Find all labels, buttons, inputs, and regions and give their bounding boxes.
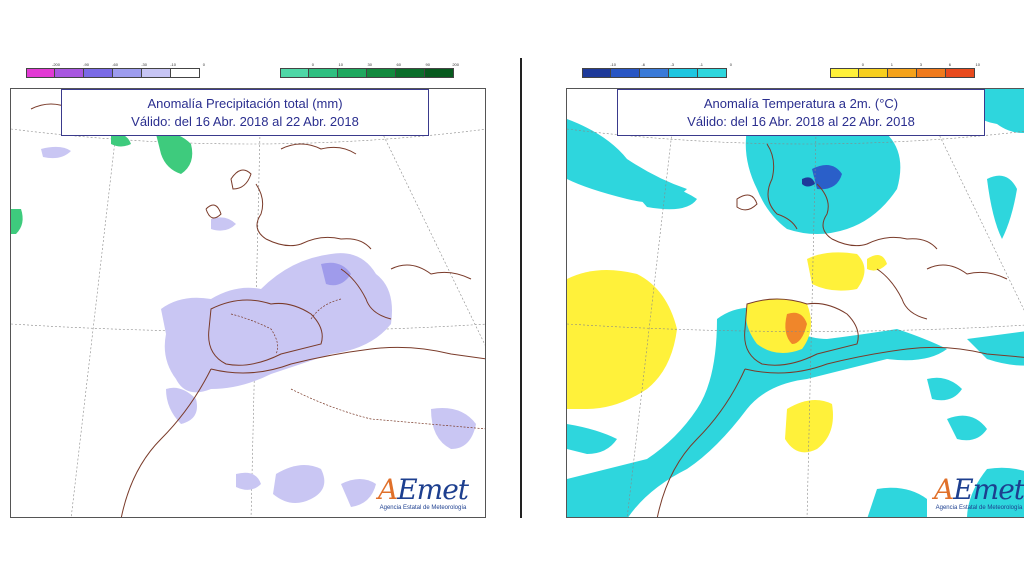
precip-legend-tick-label: 0 [311, 62, 314, 67]
temp-legend-tick-label: 0 [861, 62, 864, 67]
temperature-legend-negative: -10 -6 -3 -1 0 [582, 62, 732, 78]
precipitation-map-panel: -200 -90 -60 -30 -10 0 0 10 30 60 90 200 [10, 60, 486, 518]
precip-legend-swatch: 60 [367, 62, 401, 78]
temp-legend-swatch: 0 [698, 62, 732, 78]
temp-legend-tick-label: -3 [670, 62, 674, 67]
temp-legend-tick-label: -6 [641, 62, 645, 67]
temp-legend-tick-label: 0 [729, 62, 732, 67]
panel-divider [520, 58, 522, 518]
precip-legend-tick-label: -10 [170, 62, 176, 67]
temp-legend-swatch: -10 [582, 62, 616, 78]
temperature-map: Anomalía Temperatura a 2m. (°C) Válido: … [566, 88, 1024, 518]
precipitation-title-line2: Válido: del 16 Abr. 2018 al 22 Abr. 2018 [131, 114, 359, 129]
temperature-map-panel: -10 -6 -3 -1 0 0 1 3 6 10 [566, 60, 1024, 518]
temp-legend-tick-label: 6 [948, 62, 951, 67]
temp-legend-tick-label: 10 [975, 62, 980, 67]
precip-legend-swatch: 10 [309, 62, 343, 78]
precip-legend-tick-label: -60 [112, 62, 118, 67]
precip-legend-tick-label: 30 [367, 62, 372, 67]
temp-legend-swatch: 10 [946, 62, 980, 78]
temp-legend-tick-label: 1 [890, 62, 893, 67]
temperature-title-line1: Anomalía Temperatura a 2m. (°C) [703, 96, 899, 111]
temp-legend-swatch: -1 [669, 62, 703, 78]
precip-legend-swatch: 200 [425, 62, 459, 78]
precip-legend-tick-label: 10 [338, 62, 343, 67]
precip-legend-tick-label: -90 [83, 62, 89, 67]
precipitation-map-drawing [11, 89, 485, 517]
precip-legend-swatch: -200 [26, 62, 60, 78]
precipitation-legend-positive: 0 10 30 60 90 200 [280, 62, 459, 78]
precip-legend-swatch: 0 [280, 62, 314, 78]
aemet-logo: AEmet Agencia Estatal de Meteorología [933, 473, 1024, 512]
temp-legend-swatch: -6 [611, 62, 645, 78]
precip-legend-swatch: 30 [338, 62, 372, 78]
temperature-map-title: Anomalía Temperatura a 2m. (°C) Válido: … [617, 89, 985, 136]
precipitation-title-line1: Anomalía Precipitación total (mm) [147, 96, 343, 111]
precip-legend-swatch: -90 [55, 62, 89, 78]
precip-legend-swatch: -10 [142, 62, 176, 78]
precip-legend-tick-label: 60 [396, 62, 401, 67]
precip-legend-swatch: -30 [113, 62, 147, 78]
precip-legend-swatch: -60 [84, 62, 118, 78]
temp-legend-tick-label: -1 [699, 62, 703, 67]
precip-legend-tick-label: 90 [425, 62, 430, 67]
temp-legend-tick-label: 3 [919, 62, 922, 67]
temp-legend-swatch: 6 [917, 62, 951, 78]
precip-legend-swatch: 0 [171, 62, 205, 78]
aemet-logo: AEmet Agencia Estatal de Meteorología [377, 473, 469, 512]
temperature-map-drawing [567, 89, 1024, 517]
precip-legend-tick-label: 0 [202, 62, 205, 67]
temp-legend-swatch: 1 [859, 62, 893, 78]
temperature-legend-positive: 0 1 3 6 10 [830, 62, 980, 78]
temp-legend-swatch: 3 [888, 62, 922, 78]
temp-legend-swatch: 0 [830, 62, 864, 78]
precipitation-map-title: Anomalía Precipitación total (mm) Válido… [61, 89, 429, 136]
temp-legend-swatch: -3 [640, 62, 674, 78]
precip-legend-tick-label: -30 [141, 62, 147, 67]
precip-legend-swatch: 90 [396, 62, 430, 78]
precipitation-legend-negative: -200 -90 -60 -30 -10 0 [26, 62, 205, 78]
precip-legend-tick-label: 200 [452, 62, 459, 67]
temperature-title-line2: Válido: del 16 Abr. 2018 al 22 Abr. 2018 [687, 114, 915, 129]
precipitation-map: Anomalía Precipitación total (mm) Válido… [10, 88, 486, 518]
temp-legend-tick-label: -10 [610, 62, 616, 67]
precip-legend-tick-label: -200 [51, 62, 60, 67]
